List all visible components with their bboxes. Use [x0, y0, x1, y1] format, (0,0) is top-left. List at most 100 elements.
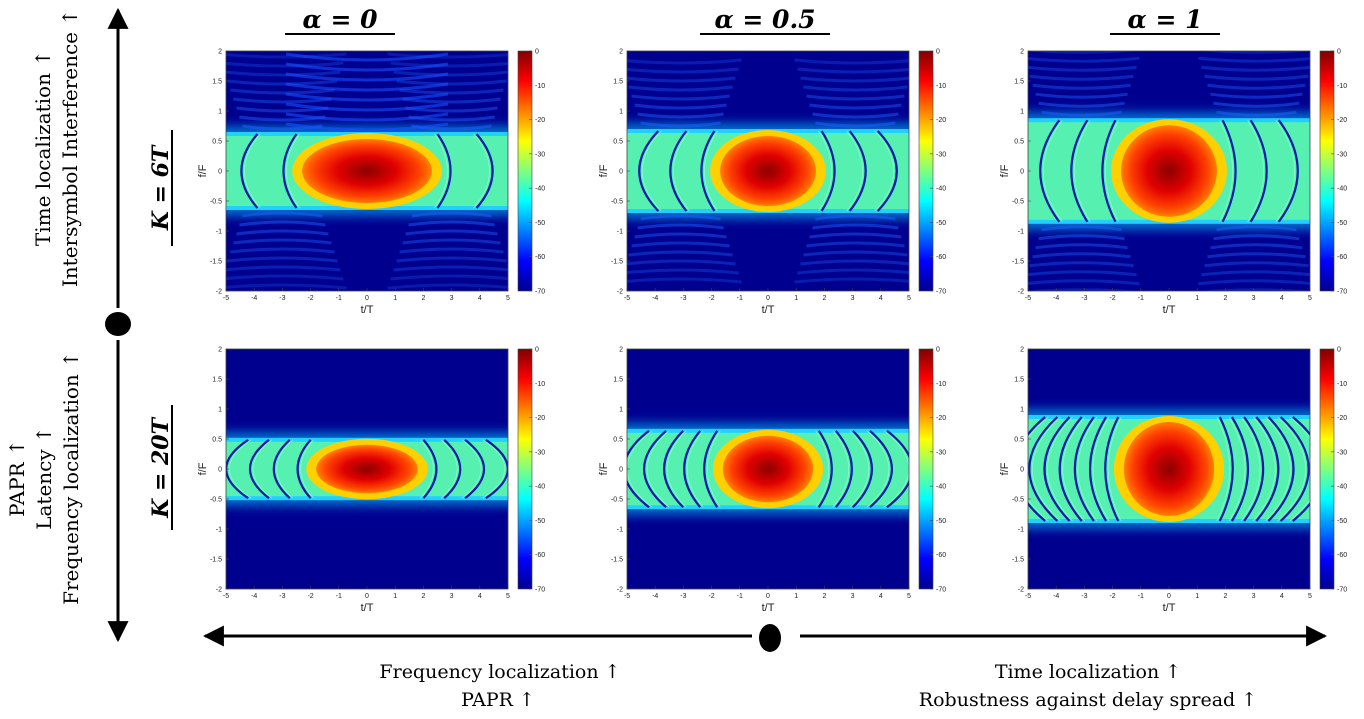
x-tick-label: -5 [223, 295, 229, 302]
colorbar [518, 51, 532, 291]
heatmap-image [617, 51, 919, 291]
y-tick-label: -2 [617, 587, 623, 594]
y-tick-label: -2 [617, 289, 623, 296]
y-axis-label: f/F [598, 164, 610, 177]
heatmap-image [1018, 49, 1320, 293]
colorbar-tick-label: 0 [535, 347, 539, 354]
heatmap-grid: -5 -4 -3 -2 -1 0 1 2 3 4 5-2-1.5-1-0.500.511.52t/T… [197, 49, 1347, 615]
colorbar-tick-label: 0 [1337, 49, 1341, 56]
colorbar-tick-label: -50 [535, 220, 545, 227]
y-tick-label: -1.5 [210, 557, 222, 564]
x-tick-label: 0 [766, 295, 770, 302]
colorbar-tick-label: -60 [535, 254, 545, 261]
left-upper-line-2: Intersymbol Interference ↑ [58, 9, 82, 287]
x-tick-label: 5 [1308, 593, 1312, 600]
x-tick-label: 1 [1195, 593, 1199, 600]
x-tick-label: 4 [879, 593, 883, 600]
colorbar-tick-label: 0 [1337, 347, 1341, 354]
x-tick-label: 0 [1167, 593, 1171, 600]
heatmap-panel: -5 -4 -3 -2 -1 0 1 2 3 4 5-2-1.5-1-0.500.511.52t/T… [999, 347, 1347, 615]
y-tick-label: -2 [1018, 289, 1024, 296]
x-tick-label: -3 [1081, 593, 1087, 600]
colorbar-tick-label: -10 [936, 83, 946, 90]
heatmap-panel: -5 -4 -3 -2 -1 0 1 2 3 4 5-2-1.5-1-0.500.511.52t/T… [598, 347, 946, 615]
colorbar-tick-label: -10 [1337, 381, 1347, 388]
colorbar-tick-label: -20 [1337, 117, 1347, 124]
colorbar-tick-label: -60 [936, 552, 946, 559]
x-tick-label: -4 [652, 295, 658, 302]
colorbar-tick-label: -20 [936, 117, 946, 124]
y-tick-label: -1 [216, 229, 222, 236]
x-tick-label: 4 [478, 295, 482, 302]
bottom-right-text: Time localization ↑ Robustness against d… [919, 661, 1257, 711]
y-tick-label: -1.5 [1012, 259, 1024, 266]
colorbar-tick-label: -70 [535, 587, 545, 594]
colorbar-tick-label: -60 [1337, 552, 1347, 559]
y-tick-label: -1.5 [210, 259, 222, 266]
y-tick-label: 0 [218, 467, 222, 474]
colorbar-tick-label: -40 [1337, 186, 1347, 193]
y-tick-label: 2 [218, 49, 222, 56]
y-tick-label: 0.5 [212, 437, 222, 444]
colorbar-tick-label: -40 [1337, 484, 1347, 491]
y-tick-label: -1 [617, 527, 623, 534]
heatmap-panel: -5 -4 -3 -2 -1 0 1 2 3 4 5-2-1.5-1-0.500.511.52t/T… [999, 49, 1347, 317]
bottom-right-line-1: Time localization ↑ [995, 661, 1181, 683]
x-tick-label: -4 [652, 593, 658, 600]
colorbar-tick-label: -40 [535, 186, 545, 193]
y-axis-label: f/F [197, 164, 209, 177]
x-tick-label: -3 [279, 295, 285, 302]
colorbar-tick-label: -70 [535, 289, 545, 296]
x-tick-label: -2 [708, 593, 714, 600]
y-tick-label: 1 [619, 407, 623, 414]
x-tick-label: -1 [1138, 593, 1144, 600]
colorbar-tick-label: -40 [936, 186, 946, 193]
x-tick-label: 5 [907, 593, 911, 600]
horizontal-arrow [205, 624, 1325, 652]
x-tick-label: 3 [1252, 593, 1256, 600]
x-tick-label: 1 [794, 295, 798, 302]
x-tick-label: 1 [393, 295, 397, 302]
colorbar-tick-label: -10 [1337, 83, 1347, 90]
bottom-left-line-1: Frequency localization ↑ [379, 661, 620, 683]
x-tick-label: 2 [1223, 295, 1227, 302]
colorbar-tick-label: 0 [936, 347, 940, 354]
x-tick-label: -1 [1138, 295, 1144, 302]
x-tick-label: -2 [1109, 295, 1115, 302]
x-tick-label: -1 [737, 593, 743, 600]
x-tick-label: 3 [851, 295, 855, 302]
vertical-arrow-origin-dot [105, 312, 131, 336]
bottom-right-line-2: Robustness against delay spread ↑ [919, 689, 1257, 711]
bottom-left-line-2: PAPR ↑ [461, 689, 535, 711]
colorbar-tick-label: 0 [535, 49, 539, 56]
y-tick-label: -2 [216, 587, 222, 594]
colorbar-tick-label: -50 [936, 220, 946, 227]
y-tick-label: 0 [218, 169, 222, 176]
x-tick-label: 4 [1280, 295, 1284, 302]
y-axis-label: f/F [598, 462, 610, 475]
colorbar [919, 51, 933, 291]
x-tick-label: -3 [279, 593, 285, 600]
y-tick-label: 0.5 [613, 139, 623, 146]
y-tick-label: 1.5 [613, 79, 623, 86]
y-tick-label: 2 [1020, 347, 1024, 354]
heatmap-panel: -5 -4 -3 -2 -1 0 1 2 3 4 5-2-1.5-1-0.500.511.52t/T… [598, 49, 946, 317]
x-tick-label: 2 [1223, 593, 1227, 600]
heatmap-panel: -5 -4 -3 -2 -1 0 1 2 3 4 5-2-1.5-1-0.500.511.52t/T… [197, 347, 545, 615]
y-tick-label: -1 [617, 229, 623, 236]
x-tick-label: 5 [506, 593, 510, 600]
x-tick-label: 0 [1167, 295, 1171, 302]
y-tick-label: 0.5 [1014, 437, 1024, 444]
x-tick-label: 4 [478, 593, 482, 600]
x-tick-label: 3 [1252, 295, 1256, 302]
x-tick-label: -2 [708, 295, 714, 302]
x-tick-label: -4 [251, 593, 257, 600]
x-tick-label: 1 [794, 593, 798, 600]
left-lower-text: PAPR ↑ Latency ↑ Frequency localization … [5, 351, 83, 605]
left-lower-line-2: Latency ↑ [32, 426, 56, 530]
y-tick-label: 1.5 [1014, 79, 1024, 86]
colorbar-tick-label: 0 [936, 49, 940, 56]
colorbar-tick-label: -70 [1337, 289, 1347, 296]
colorbar [1320, 51, 1334, 291]
colorbar-tick-label: -70 [1337, 587, 1347, 594]
